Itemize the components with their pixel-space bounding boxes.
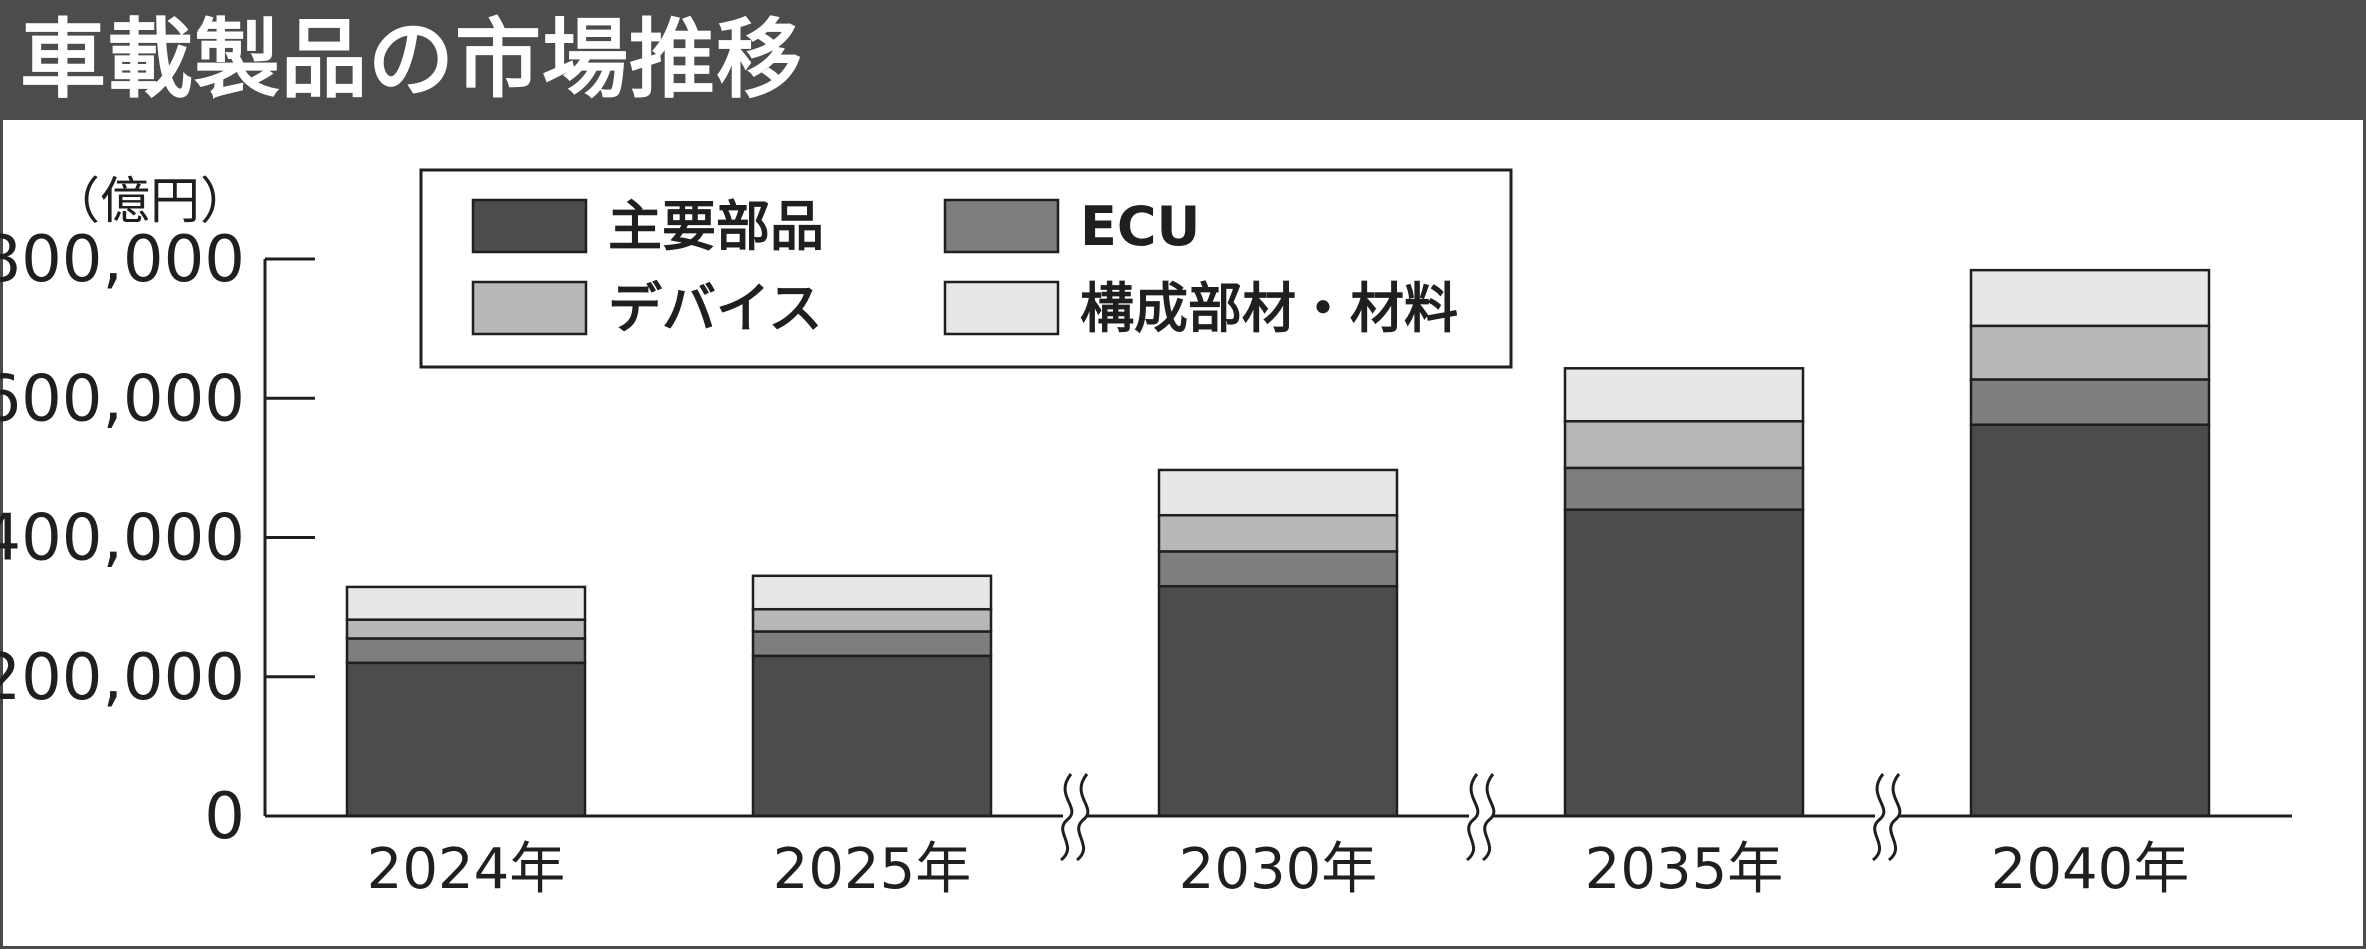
x-tick-label: 2035年: [1585, 837, 1784, 902]
bar-segment: [751, 630, 993, 658]
bar-segment: [751, 607, 993, 633]
bar-segment: [1563, 508, 1805, 818]
bar-segment: [751, 654, 993, 818]
x-tick-label: 2025年: [773, 837, 972, 902]
bar-segment: [1157, 513, 1399, 553]
bar-segment: [1157, 468, 1399, 517]
y-unit-label: （億円）: [50, 172, 250, 230]
axis-break-line: [1871, 773, 1886, 862]
bar-segment: [1969, 423, 2211, 818]
x-tick-label: 2040年: [1991, 837, 2190, 902]
axis-break-line: [1465, 773, 1480, 862]
legend-swatch: [471, 198, 588, 254]
axis-break-line: [1075, 773, 1090, 862]
axis-break-marker: [1465, 773, 1496, 862]
y-tick-label: 0: [204, 780, 245, 854]
bar-segment: [1157, 584, 1399, 818]
axis-break-line: [1059, 773, 1074, 862]
bar-segment: [1969, 268, 2211, 328]
x-tick-label: 2030年: [1179, 837, 1378, 902]
legend-label: 主要部品: [608, 195, 824, 258]
legend-item: ECU: [943, 195, 1200, 258]
axis-break-line: [1481, 773, 1496, 862]
bar-segment: [1969, 324, 2211, 381]
chart-title: 車載製品の市場推移: [20, 10, 803, 110]
legend: 主要部品 ECU デバイス 構成部材・材料: [419, 168, 1513, 369]
axis-break-marker: [1871, 773, 1902, 862]
bar-segment: [345, 661, 587, 818]
bar-segment: [751, 574, 993, 611]
legend-swatch: [943, 280, 1060, 336]
bar-segment: [1969, 378, 2211, 426]
legend-label: 構成部材・材料: [1080, 277, 1458, 340]
legend-item: 構成部材・材料: [943, 277, 1458, 340]
axis-break-marker: [1059, 773, 1090, 862]
legend-item: 主要部品: [471, 195, 824, 258]
legend-swatch: [471, 280, 588, 336]
y-tick-label: 600,000: [0, 362, 245, 436]
y-tick-label: 800,000: [0, 223, 245, 297]
legend-label: デバイス: [608, 277, 822, 340]
bar-segment: [1563, 419, 1805, 470]
y-axis: 0 200,000 400,000 600,000 800,000（億円）: [0, 172, 315, 854]
bars: [345, 268, 2211, 818]
legend-label: ECU: [1080, 195, 1200, 258]
bar-segment: [1563, 466, 1805, 511]
y-tick-label: 400,000: [0, 502, 245, 576]
axis-break-line: [1887, 773, 1902, 862]
bar-segment: [1157, 550, 1399, 588]
y-tick-label: 200,000: [0, 641, 245, 715]
bar-segment: [1563, 367, 1805, 423]
x-axis: 2024年 2025年 2030年 2035年 2040年: [265, 773, 2292, 902]
x-tick-label: 2024年: [367, 837, 566, 902]
legend-swatch: [943, 198, 1060, 254]
bar-segment: [345, 618, 587, 640]
title-bar: 車載製品の市場推移: [0, 0, 2366, 120]
bar-segment: [345, 585, 587, 621]
bar-segment: [345, 637, 587, 665]
legend-item: デバイス: [471, 277, 822, 340]
